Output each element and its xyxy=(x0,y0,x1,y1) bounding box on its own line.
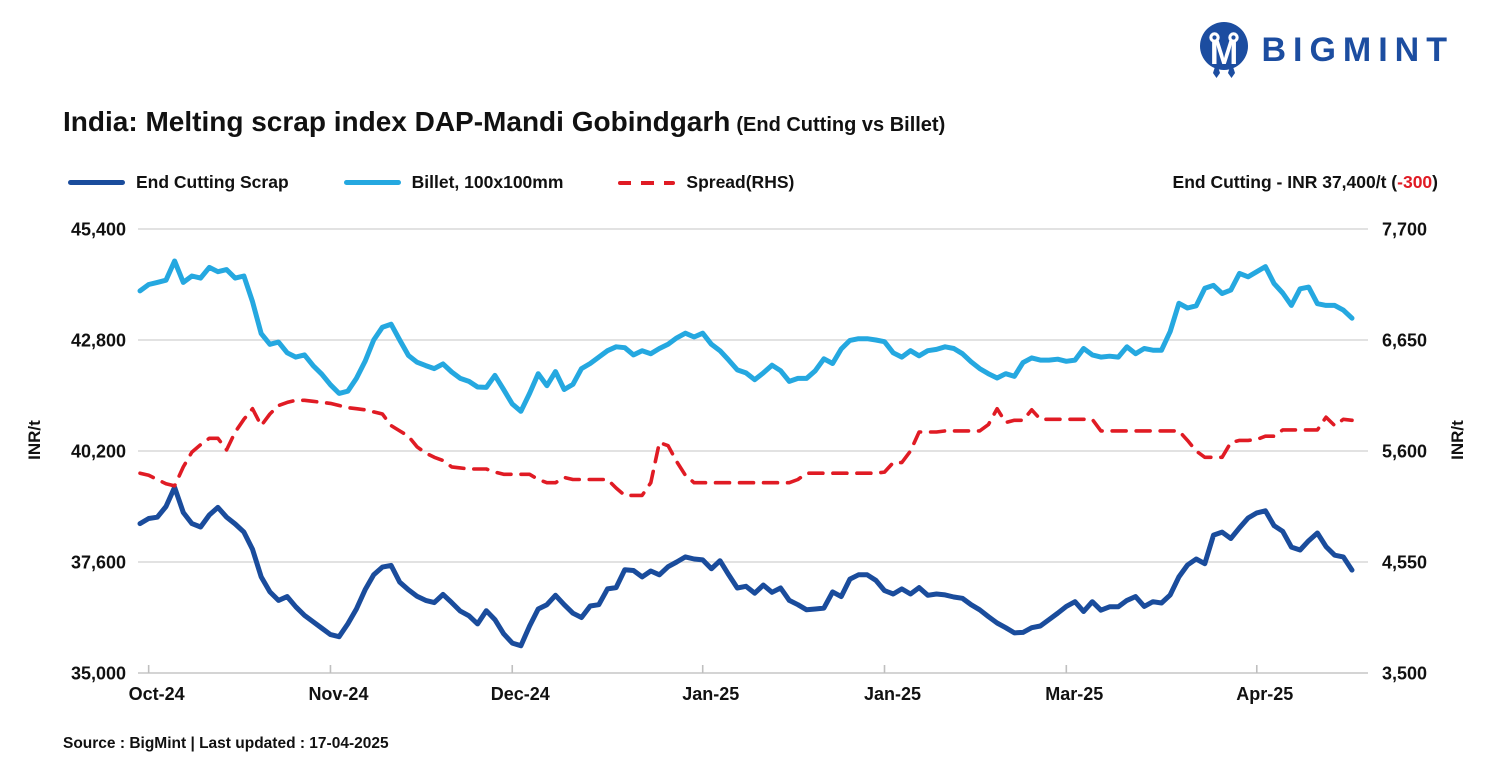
latest-price-annotation: End Cutting - INR 37,400/t (-300) xyxy=(1173,172,1438,193)
left-axis-title: INR/t xyxy=(25,420,44,460)
x-tick-label: Apr-25 xyxy=(1236,684,1293,704)
x-tick-label: Nov-24 xyxy=(308,684,368,704)
legend-item-spread: Spread(RHS) xyxy=(618,172,794,193)
legend-item-end-cutting-scrap: End Cutting Scrap xyxy=(68,172,289,193)
x-tick-label: Jan-25 xyxy=(864,684,921,704)
x-tick-label: Dec-24 xyxy=(491,684,550,704)
annotation-change: -300 xyxy=(1397,172,1433,192)
end-cutting-swatch-icon xyxy=(68,180,125,185)
x-tick-label: Jan-25 xyxy=(682,684,739,704)
legend-label: Billet, 100x100mm xyxy=(411,172,564,192)
bigmint-logo-text: BIGMINT xyxy=(1261,31,1454,69)
series-line-billet-100x100mm xyxy=(137,258,1355,414)
right-axis-tick-label: 4,550 xyxy=(1382,553,1427,573)
left-axis-tick-label: 40,200 xyxy=(71,442,126,462)
series-line-end-cutting-scrap xyxy=(137,484,1355,649)
annotation-prefix: End Cutting - INR 37,400/t ( xyxy=(1172,172,1398,192)
bigmint-logo: M BIGMINT xyxy=(1200,22,1454,79)
chart-legend: End Cutting Scrap Billet, 100x100mm Spre… xyxy=(68,172,849,193)
legend-item-billet: Billet, 100x100mm xyxy=(343,172,564,193)
chart-title: India: Melting scrap index DAP-Mandi Gob… xyxy=(63,106,945,138)
annotation-suffix: ) xyxy=(1432,172,1438,192)
series-line-spread-rhs- xyxy=(138,398,1354,498)
source-caption: Source : BigMint | Last updated : 17-04-… xyxy=(63,735,389,752)
legend-label: Spread(RHS) xyxy=(686,172,795,192)
x-tick-label: Mar-25 xyxy=(1045,684,1103,704)
spread-dashed-swatch-icon xyxy=(618,180,676,185)
right-axis-title: INR/t xyxy=(1448,420,1467,460)
chart-title-sub: (End Cutting vs Billet) xyxy=(736,114,946,136)
chart-title-main: India: Melting scrap index DAP-Mandi Gob… xyxy=(63,106,731,137)
x-tick-label: Oct-24 xyxy=(129,684,185,704)
right-axis-tick-label: 7,700 xyxy=(1382,220,1427,240)
billet-swatch-icon xyxy=(343,180,401,185)
bigmint-logo-icon: M xyxy=(1200,22,1249,79)
right-axis-tick-label: 3,500 xyxy=(1382,664,1427,684)
left-axis-tick-label: 45,400 xyxy=(71,220,126,240)
right-axis-tick-label: 5,600 xyxy=(1382,442,1427,462)
left-axis-tick-label: 35,000 xyxy=(71,664,126,684)
left-axis-tick-label: 37,600 xyxy=(71,553,126,573)
left-axis-tick-label: 42,800 xyxy=(71,331,126,351)
right-axis-tick-label: 6,650 xyxy=(1382,331,1427,351)
legend-label: End Cutting Scrap xyxy=(136,172,289,192)
